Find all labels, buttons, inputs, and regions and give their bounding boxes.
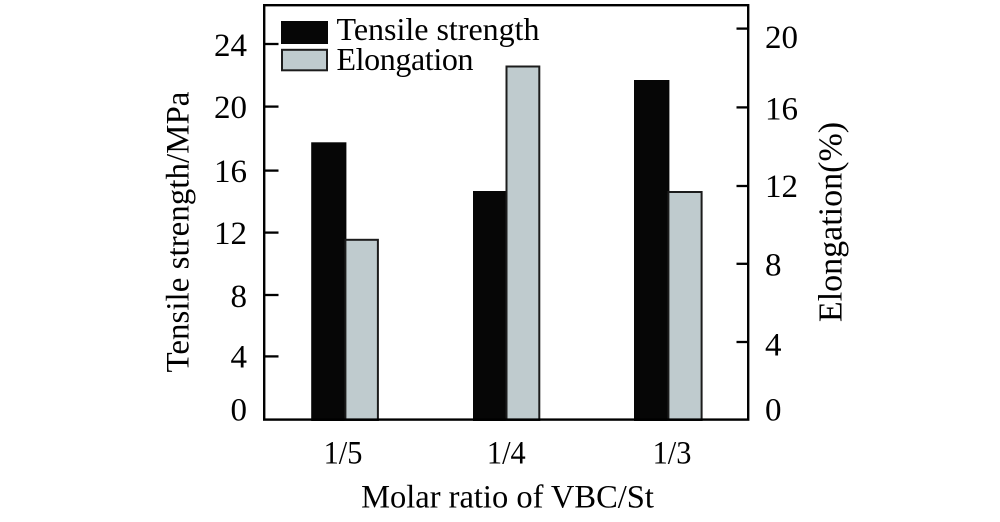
svg-text:8: 8 xyxy=(231,279,248,315)
svg-text:4: 4 xyxy=(231,339,248,375)
svg-text:16: 16 xyxy=(765,92,798,128)
svg-text:0: 0 xyxy=(765,393,782,429)
svg-text:Tensile strength/MPa: Tensile strength/MPa xyxy=(161,91,197,372)
svg-text:12: 12 xyxy=(765,169,798,205)
svg-text:20: 20 xyxy=(214,90,247,126)
svg-text:Elongation: Elongation xyxy=(337,41,474,77)
svg-text:Molar ratio of VBC/St: Molar ratio of VBC/St xyxy=(361,480,654,516)
svg-text:0: 0 xyxy=(231,393,248,429)
svg-text:1/3: 1/3 xyxy=(653,436,692,472)
svg-text:24: 24 xyxy=(214,28,247,64)
svg-text:8: 8 xyxy=(765,247,782,283)
svg-text:Elongation(%): Elongation(%) xyxy=(813,122,850,322)
svg-text:16: 16 xyxy=(214,154,247,190)
svg-text:1/4: 1/4 xyxy=(487,436,526,472)
svg-text:4: 4 xyxy=(765,328,782,364)
svg-text:12: 12 xyxy=(214,216,247,252)
svg-text:20: 20 xyxy=(765,20,798,56)
svg-text:1/5: 1/5 xyxy=(324,436,363,472)
svg-text:Tensile strength: Tensile strength xyxy=(337,11,540,47)
